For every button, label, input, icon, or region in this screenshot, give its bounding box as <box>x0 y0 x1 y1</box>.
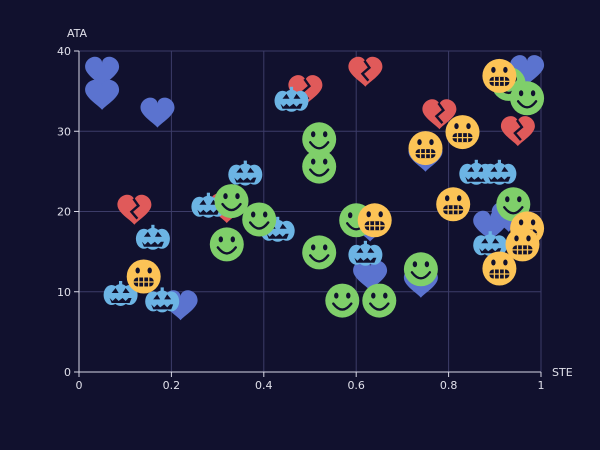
green-smiley-point <box>510 81 545 116</box>
cyan-pumpkin-point <box>135 224 170 250</box>
green-smiley-point <box>362 283 397 318</box>
y-axis-label: ATA <box>67 27 88 40</box>
green-smiley-point <box>302 235 337 270</box>
y-tick-label: 10 <box>57 286 71 299</box>
yellow-grin-point <box>445 115 480 150</box>
cyan-pumpkin-point <box>274 86 309 112</box>
blue-heart-point <box>353 260 388 291</box>
green-smiley-point <box>242 202 277 237</box>
y-tick-label: 30 <box>57 125 71 138</box>
x-tick-label: 1 <box>538 379 545 392</box>
x-tick-label: 0.6 <box>347 379 365 392</box>
red-broken-heart-point <box>500 116 535 147</box>
green-smiley-point <box>403 252 438 287</box>
blue-heart-point <box>510 55 545 86</box>
yellow-grin-point <box>505 227 540 262</box>
blue-heart-point <box>85 79 120 110</box>
cyan-pumpkin-point <box>348 240 383 266</box>
yellow-grin-point <box>357 203 392 238</box>
x-tick-label: 0.8 <box>440 379 458 392</box>
red-broken-heart-point <box>422 99 457 130</box>
green-smiley-point <box>302 149 337 184</box>
green-smiley-point <box>214 184 249 219</box>
cyan-pumpkin-point <box>103 281 138 306</box>
cyan-pumpkin-point <box>228 160 263 186</box>
yellow-grin-point <box>482 251 517 286</box>
x-tick-label: 0.4 <box>255 379 273 392</box>
cyan-pumpkin-point <box>482 159 517 185</box>
x-tick-label: 0 <box>76 379 83 392</box>
blue-heart-point <box>85 56 120 87</box>
yellow-grin-point <box>126 259 161 294</box>
green-smiley-point <box>325 283 360 318</box>
green-smiley-point <box>209 227 244 262</box>
yellow-grin-point <box>408 131 443 166</box>
cyan-pumpkin-point <box>145 287 180 313</box>
y-tick-label: 40 <box>57 45 71 58</box>
red-broken-heart-point <box>117 194 152 225</box>
green-smiley-point <box>302 122 337 157</box>
yellow-grin-point <box>436 187 471 222</box>
marker-layer <box>85 55 545 321</box>
y-tick-label: 20 <box>57 206 71 219</box>
x-tick-label: 0.2 <box>163 379 181 392</box>
x-axis-label: STE <box>552 366 573 379</box>
yellow-grin-point <box>482 58 517 93</box>
red-broken-heart-point <box>348 56 383 87</box>
blue-heart-point <box>140 97 175 128</box>
y-tick-label: 0 <box>64 366 71 379</box>
grid-layer <box>79 50 542 372</box>
